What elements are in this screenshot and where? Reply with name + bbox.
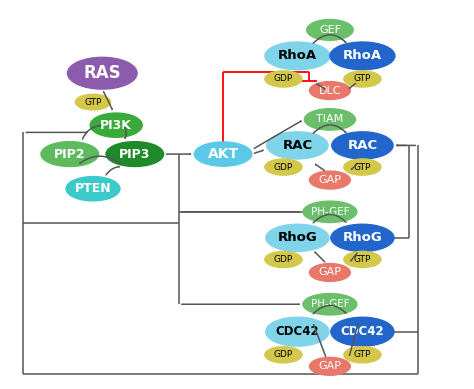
Text: GTP: GTP: [354, 255, 371, 264]
Text: CDC42: CDC42: [275, 325, 319, 338]
Ellipse shape: [344, 347, 381, 363]
Text: RhoG: RhoG: [277, 231, 317, 244]
Ellipse shape: [310, 82, 350, 100]
Ellipse shape: [303, 201, 357, 223]
Text: PI3K: PI3K: [100, 119, 132, 132]
Ellipse shape: [75, 94, 110, 110]
Text: PIP2: PIP2: [54, 147, 85, 161]
Ellipse shape: [331, 224, 394, 251]
Ellipse shape: [90, 113, 142, 137]
Text: GAP: GAP: [319, 361, 341, 371]
Ellipse shape: [265, 347, 302, 363]
Text: RhoG: RhoG: [343, 231, 383, 244]
Text: GDP: GDP: [274, 350, 293, 359]
Ellipse shape: [265, 159, 302, 175]
Text: PH-GEF: PH-GEF: [310, 207, 349, 217]
Ellipse shape: [304, 109, 356, 130]
Text: CDC42: CDC42: [341, 325, 384, 338]
Text: RAS: RAS: [83, 64, 121, 82]
Text: GTP: GTP: [84, 98, 102, 107]
Ellipse shape: [303, 294, 357, 315]
Text: AKT: AKT: [208, 147, 238, 161]
Ellipse shape: [307, 19, 353, 40]
Ellipse shape: [344, 159, 381, 175]
Ellipse shape: [310, 357, 350, 375]
Ellipse shape: [344, 251, 381, 268]
Text: GTP: GTP: [354, 74, 371, 84]
Ellipse shape: [265, 42, 330, 70]
Ellipse shape: [66, 177, 120, 201]
Text: GTP: GTP: [354, 350, 371, 359]
Ellipse shape: [266, 317, 329, 346]
Ellipse shape: [106, 142, 164, 166]
Text: GDP: GDP: [274, 163, 293, 172]
Ellipse shape: [310, 263, 350, 281]
Ellipse shape: [266, 224, 329, 251]
Text: TIAM: TIAM: [316, 114, 344, 124]
Ellipse shape: [332, 132, 393, 159]
Ellipse shape: [267, 132, 328, 159]
Text: PIP3: PIP3: [119, 147, 150, 161]
Ellipse shape: [310, 171, 350, 189]
Text: GTP: GTP: [354, 163, 371, 172]
Text: RhoA: RhoA: [278, 49, 317, 62]
Text: RhoA: RhoA: [343, 49, 382, 62]
Ellipse shape: [265, 71, 302, 87]
Text: GAP: GAP: [319, 268, 341, 277]
Ellipse shape: [67, 57, 137, 89]
Ellipse shape: [194, 142, 252, 166]
Text: DLC: DLC: [319, 86, 341, 96]
Text: RAC: RAC: [283, 139, 312, 152]
Ellipse shape: [344, 71, 381, 87]
Text: PTEN: PTEN: [75, 182, 111, 195]
Ellipse shape: [331, 317, 394, 346]
Ellipse shape: [265, 251, 302, 268]
Text: GDP: GDP: [274, 74, 293, 84]
Text: PH-GEF: PH-GEF: [310, 299, 349, 309]
Ellipse shape: [330, 42, 395, 70]
Ellipse shape: [41, 142, 99, 166]
Text: GDP: GDP: [274, 255, 293, 264]
Text: RAC: RAC: [347, 139, 377, 152]
Text: GEF: GEF: [319, 25, 341, 35]
Text: GAP: GAP: [319, 175, 341, 185]
